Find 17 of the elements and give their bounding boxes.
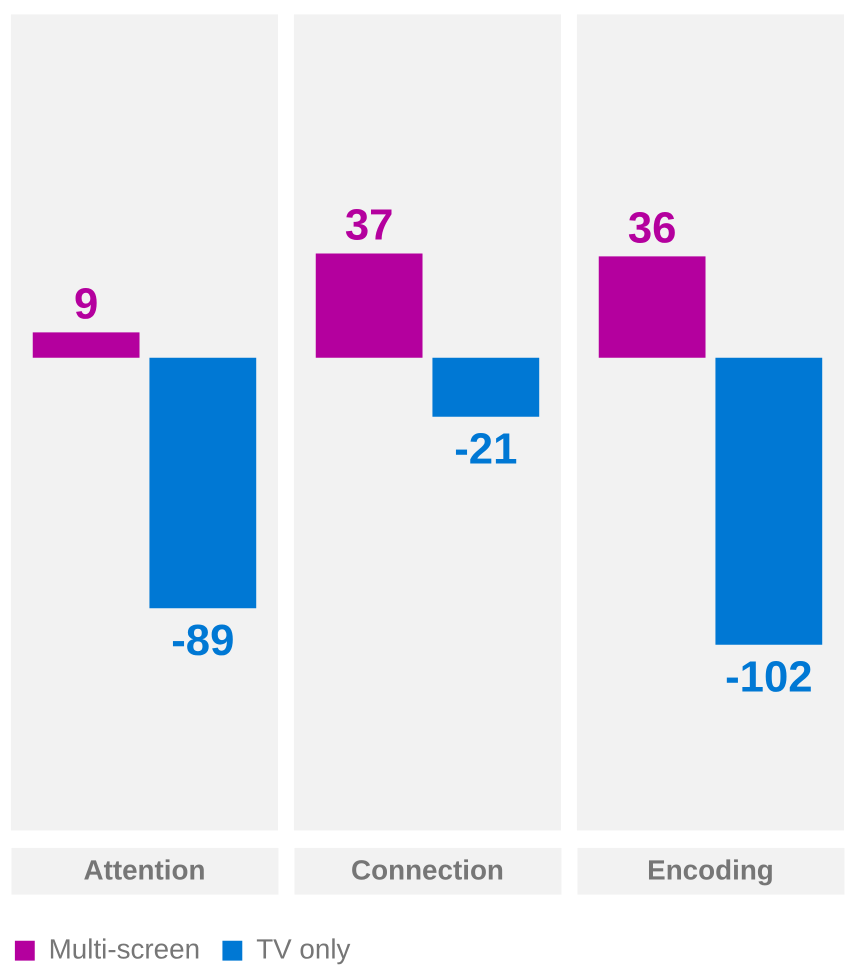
data-label: 9 [74,279,98,328]
x-tick-label: Connection [351,854,504,886]
data-label: 36 [628,203,676,252]
bar [432,358,540,417]
data-label: 37 [344,200,394,250]
legend-label: Multi-screen [48,934,200,965]
bar [316,254,423,358]
bar [715,358,822,645]
x-tick-label: Attention [83,854,206,886]
data-label: -21 [454,424,518,474]
data-label: -89 [171,616,234,665]
bar [598,256,706,358]
bar [32,332,140,358]
x-tick-label: Encoding [647,854,774,886]
bar [149,358,256,608]
data-label: -102 [725,652,813,702]
legend-label: TV only [256,934,351,965]
